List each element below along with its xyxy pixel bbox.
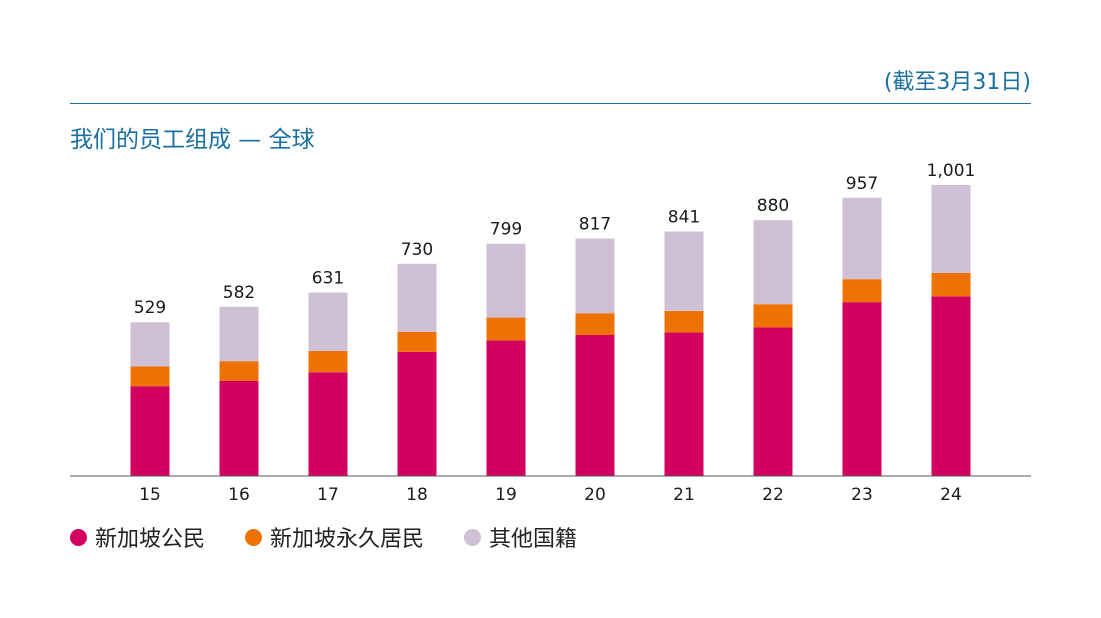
total-label-20: 817 <box>579 214 611 234</box>
legend-swatch-others <box>464 528 482 546</box>
bar-segment-23-0 <box>842 302 882 476</box>
bar-segment-23-2 <box>842 197 882 280</box>
x-tick-21: 21 <box>673 485 695 505</box>
total-label-21: 841 <box>668 208 700 228</box>
bar-segment-15-1 <box>130 366 170 387</box>
bar-segment-21-1 <box>664 310 704 333</box>
total-label-15: 529 <box>134 298 166 318</box>
legend-label-others: 其他国籍 <box>489 527 578 552</box>
bar-segment-20-1 <box>575 313 615 336</box>
bar-segment-16-0 <box>219 380 259 476</box>
total-labels: 529 582 631 730 799 817 841 880 957 1,001 <box>134 161 976 318</box>
bar-segment-24-2 <box>931 185 971 273</box>
legend: 新加坡公民 新加坡永久居民 其他国籍 <box>70 521 617 553</box>
total-label-18: 730 <box>401 240 433 260</box>
x-tick-23: 23 <box>851 485 873 505</box>
x-tick-17: 17 <box>317 485 339 505</box>
bar-segment-16-2 <box>219 306 259 362</box>
legend-item-pr: 新加坡永久居民 <box>245 521 424 553</box>
x-tick-18: 18 <box>406 485 428 505</box>
bar-segment-22-2 <box>753 220 793 305</box>
bar-segment-15-2 <box>130 322 170 367</box>
bar-segment-20-0 <box>575 335 615 476</box>
bar-segment-19-1 <box>486 317 526 341</box>
date-note: (截至3月31日) <box>883 70 1031 95</box>
x-tick-16: 16 <box>228 485 250 505</box>
x-tick-22: 22 <box>762 485 784 505</box>
total-label-16: 582 <box>223 283 255 303</box>
bar-segment-24-1 <box>931 272 971 297</box>
x-tick-19: 19 <box>495 485 517 505</box>
bar-segment-21-2 <box>664 231 704 311</box>
bar-segment-16-1 <box>219 361 259 381</box>
x-tick-labels: 15 16 17 18 19 20 21 22 23 24 <box>139 485 962 505</box>
bar-segment-15-0 <box>130 386 170 476</box>
x-tick-20: 20 <box>584 485 606 505</box>
bar-segment-19-0 <box>486 340 526 476</box>
legend-item-citizens: 新加坡公民 <box>70 521 205 553</box>
bar-segment-24-0 <box>931 296 971 476</box>
total-label-19: 799 <box>490 220 522 240</box>
chart-title: 我们的员工组成 — 全球 <box>70 127 315 153</box>
bar-segment-23-1 <box>842 279 882 303</box>
bar-segment-18-1 <box>397 331 437 352</box>
legend-swatch-pr <box>245 528 263 546</box>
bar-segment-19-2 <box>486 243 526 318</box>
total-label-24: 1,001 <box>927 161 976 181</box>
bar-segment-18-2 <box>397 263 437 332</box>
x-tick-15: 15 <box>139 485 161 505</box>
legend-item-others: 其他国籍 <box>464 521 577 553</box>
bar-segment-22-0 <box>753 327 793 476</box>
bar-segment-20-2 <box>575 238 615 314</box>
bars-group <box>130 185 971 476</box>
bar-segment-22-1 <box>753 304 793 328</box>
legend-label-pr: 新加坡永久居民 <box>270 527 425 552</box>
legend-swatch-citizens <box>70 528 87 546</box>
total-label-17: 631 <box>312 269 344 289</box>
bar-segment-21-0 <box>664 332 704 476</box>
bar-segment-17-1 <box>308 350 348 373</box>
total-label-22: 880 <box>757 196 789 216</box>
top-rule <box>70 103 1031 104</box>
bar-segment-17-2 <box>308 292 348 351</box>
total-label-23: 957 <box>846 174 878 194</box>
bar-segment-18-0 <box>397 351 437 476</box>
x-tick-24: 24 <box>940 485 962 505</box>
bar-segment-17-0 <box>308 372 348 476</box>
legend-label-citizens: 新加坡公民 <box>95 527 206 552</box>
